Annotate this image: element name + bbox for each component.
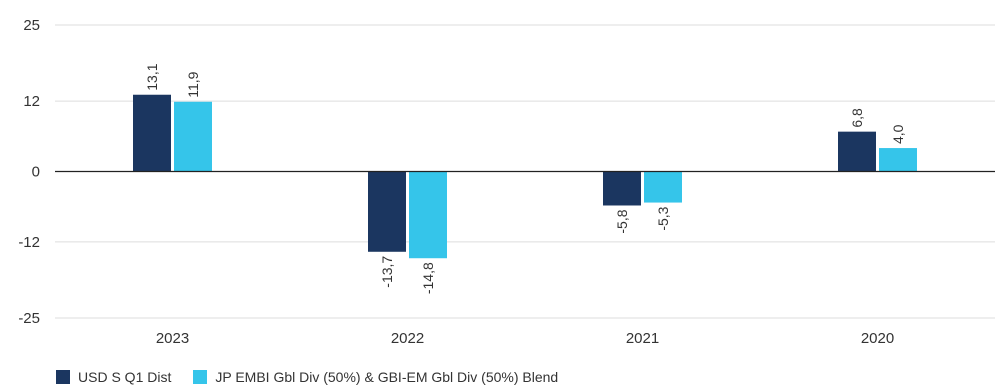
bar-2023-series-2 xyxy=(174,101,212,172)
legend-item-series-1: USD S Q1 Dist xyxy=(56,369,171,385)
y-tick-label: 12 xyxy=(23,93,40,110)
bars xyxy=(133,94,917,259)
y-axis-ticks: 25 12 0 -12 -25 xyxy=(18,17,40,327)
legend-item-series-2: JP EMBI Gbl Div (50%) & GBI-EM Gbl Div (… xyxy=(193,369,558,385)
data-label-2022-series-2: -14,8 xyxy=(420,262,436,294)
bar-2022-series-1 xyxy=(368,171,406,252)
legend-swatch-series-1 xyxy=(56,370,70,384)
x-tick-label: 2021 xyxy=(626,330,659,347)
bar-2020-series-2 xyxy=(879,148,917,172)
bar-2021-series-2 xyxy=(644,171,682,203)
bar-2023-series-1 xyxy=(133,94,171,172)
data-labels: 13,1 11,9 -13,7 -14,8 -5,8 -5,3 6,8 4,0 xyxy=(144,63,906,294)
data-label-2023-series-2: 11,9 xyxy=(185,71,201,97)
x-tick-label: 2020 xyxy=(861,330,894,347)
data-label-2022-series-1: -13,7 xyxy=(379,256,395,288)
legend-label-series-2: JP EMBI Gbl Div (50%) & GBI-EM Gbl Div (… xyxy=(215,369,559,385)
gridlines xyxy=(55,24,995,319)
bar-2022-series-2 xyxy=(409,171,447,259)
y-tick-label: 25 xyxy=(23,17,40,34)
y-tick-label: -25 xyxy=(18,310,40,327)
data-label-2021-series-1: -5,8 xyxy=(614,209,630,233)
legend-label-series-1: USD S Q1 Dist xyxy=(78,369,172,385)
bar-2020-series-1 xyxy=(838,131,876,172)
x-axis-ticks: 2023 2022 2021 2020 xyxy=(156,330,894,347)
x-tick-label: 2023 xyxy=(156,330,189,347)
bar-2021-series-1 xyxy=(603,171,641,206)
data-label-2020-series-2: 4,0 xyxy=(890,124,906,144)
legend: USD S Q1 Dist JP EMBI Gbl Div (50%) & GB… xyxy=(56,369,580,385)
y-tick-label: 0 xyxy=(32,164,40,181)
data-label-2020-series-1: 6,8 xyxy=(849,108,865,128)
data-label-2021-series-2: -5,3 xyxy=(655,206,671,230)
data-label-2023-series-1: 13,1 xyxy=(144,63,160,90)
y-tick-label: -12 xyxy=(18,234,40,251)
legend-swatch-series-2 xyxy=(193,370,208,384)
x-tick-label: 2022 xyxy=(391,330,424,347)
